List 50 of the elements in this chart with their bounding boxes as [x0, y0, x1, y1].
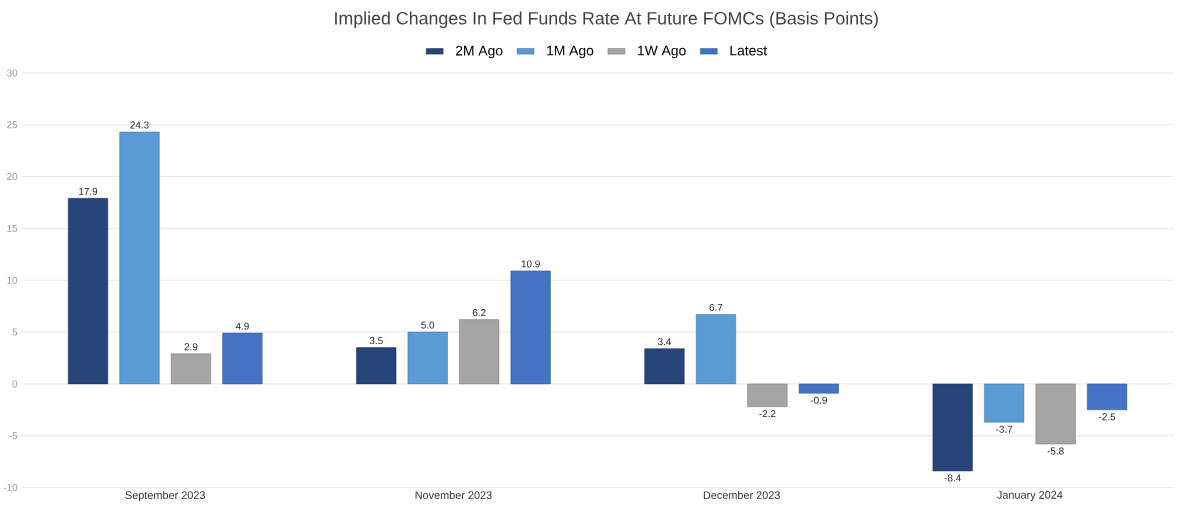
legend-label: 1W Ago — [638, 45, 686, 59]
data-label: 6.2 — [472, 309, 486, 317]
bar — [170, 353, 211, 385]
bar — [695, 314, 736, 385]
data-label: 10.9 — [521, 260, 540, 268]
data-label: -8.4 — [944, 474, 961, 482]
bar — [644, 348, 685, 385]
legend-label: Latest — [730, 45, 768, 56]
data-label: 6.7 — [709, 304, 723, 312]
y-tick-label: -10 — [3, 484, 18, 492]
bar — [1087, 383, 1128, 411]
bar — [459, 319, 500, 385]
data-label: 24.3 — [130, 121, 149, 129]
data-label: -0.9 — [810, 396, 827, 404]
bar — [747, 383, 788, 408]
y-tick-label: 15 — [7, 225, 18, 233]
data-label: 17.9 — [79, 188, 98, 196]
data-label: 3.4 — [657, 338, 672, 346]
bar — [67, 198, 109, 385]
bar — [222, 333, 263, 385]
bar — [356, 347, 397, 385]
data-label: 2.9 — [184, 343, 198, 351]
y-tick-label: 25 — [7, 121, 18, 129]
bar — [798, 383, 839, 394]
x-tick-label: November 2023 — [415, 491, 492, 500]
bar — [510, 270, 551, 385]
y-tick-label: 5 — [12, 328, 18, 336]
legend-label: 1M Ago — [547, 45, 594, 59]
y-tick-label: -5 — [9, 432, 18, 440]
data-label: -2.5 — [1098, 413, 1116, 421]
data-label: 5.0 — [421, 321, 435, 329]
bar — [1035, 383, 1076, 445]
x-tick-label: December 2023 — [703, 491, 780, 500]
y-tick-label: 20 — [7, 173, 18, 181]
x-tick-label: January 2024 — [997, 491, 1063, 502]
x-tick-label: September 2023 — [125, 491, 205, 502]
data-label: 4.9 — [235, 322, 249, 330]
bar — [984, 383, 1025, 423]
bar — [932, 383, 973, 472]
data-label: -5.8 — [1047, 447, 1064, 455]
legend-label: 2M Ago — [455, 45, 503, 59]
bar — [119, 131, 160, 385]
y-tick-label: 10 — [7, 276, 18, 284]
chart-title: Implied Changes In Fed Funds Rate At Future FOMCs (Basis Points) — [335, 11, 878, 29]
data-label: -2.2 — [759, 410, 776, 418]
bar — [407, 332, 448, 385]
y-tick-label: 0 — [12, 380, 18, 388]
y-tick-label: 30 — [6, 69, 18, 77]
data-label: -3.7 — [996, 425, 1013, 433]
data-label: 3.5 — [369, 337, 383, 345]
